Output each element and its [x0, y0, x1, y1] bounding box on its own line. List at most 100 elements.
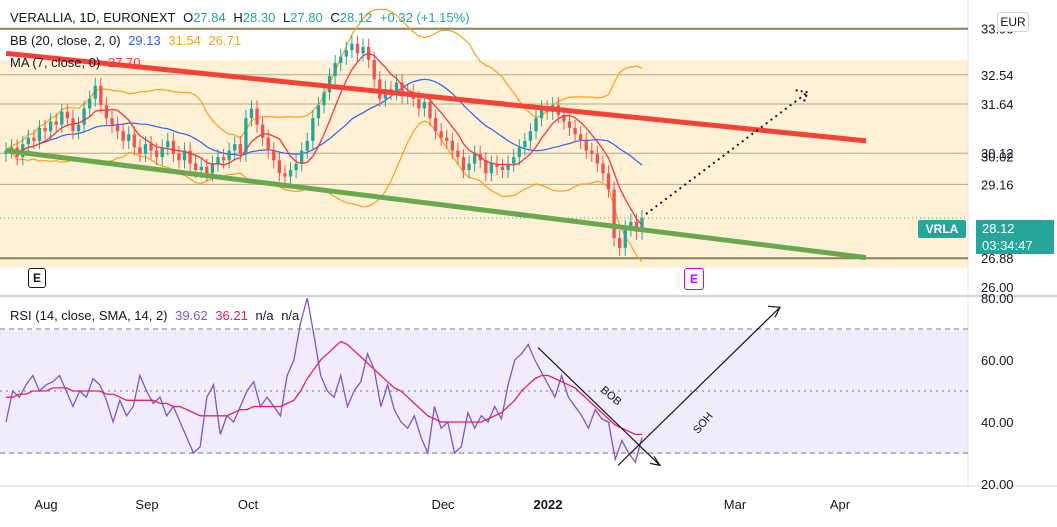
earnings-marker-upcoming[interactable]: E: [684, 268, 704, 290]
candle-body[interactable]: [166, 140, 170, 148]
candle-body[interactable]: [467, 163, 471, 171]
candle-body[interactable]: [311, 118, 315, 141]
candle-body[interactable]: [60, 111, 64, 125]
candle-body[interactable]: [305, 140, 309, 151]
candle-body[interactable]: [500, 166, 505, 171]
candle-body[interactable]: [182, 150, 187, 161]
candle-body[interactable]: [255, 108, 259, 125]
candle-body[interactable]: [394, 82, 399, 93]
candle-body[interactable]: [266, 137, 270, 151]
candle-body[interactable]: [573, 127, 577, 135]
candle-body[interactable]: [188, 150, 192, 164]
candle-body[interactable]: [115, 124, 120, 132]
candle-body[interactable]: [88, 98, 92, 109]
candle-body[interactable]: [445, 137, 449, 141]
candle-body[interactable]: [143, 144, 148, 154]
candle-body[interactable]: [361, 46, 365, 54]
candle-body[interactable]: [400, 82, 404, 96]
candle-body[interactable]: [138, 147, 142, 154]
candle-body[interactable]: [322, 92, 326, 106]
candle-body[interactable]: [590, 150, 594, 154]
ticker-symbol-tag[interactable]: VRLA: [918, 220, 966, 238]
candle-body[interactable]: [194, 163, 198, 171]
candle-body[interactable]: [249, 108, 254, 119]
candle-body[interactable]: [272, 150, 276, 161]
candle-body[interactable]: [523, 140, 527, 148]
candle-body[interactable]: [433, 118, 438, 132]
candle-body[interactable]: [32, 137, 36, 141]
rsi-ma-line[interactable]: [6, 340, 642, 436]
candle-body[interactable]: [333, 63, 337, 77]
candle-body[interactable]: [344, 50, 348, 57]
candle-body[interactable]: [121, 131, 125, 141]
candle-body[interactable]: [629, 221, 633, 229]
currency-button[interactable]: EUR: [997, 12, 1029, 32]
candle-body[interactable]: [439, 131, 443, 138]
candle-body[interactable]: [110, 118, 114, 125]
candle-body[interactable]: [177, 153, 181, 161]
candle-body[interactable]: [339, 56, 343, 64]
rsi-legend[interactable]: RSI (14, close, SMA, 14, 2) 39.62 36.21 …: [10, 308, 303, 323]
earnings-marker-past[interactable]: E: [28, 268, 46, 288]
candle-body[interactable]: [71, 118, 75, 132]
rsi-line[interactable]: [5, 297, 643, 464]
candle-body[interactable]: [316, 105, 321, 119]
candle-body[interactable]: [567, 121, 572, 128]
candle-body[interactable]: [528, 131, 533, 141]
candle-body[interactable]: [227, 150, 231, 161]
candle-body[interactable]: [65, 111, 70, 119]
candle-body[interactable]: [355, 43, 360, 54]
candle-body[interactable]: [132, 134, 136, 148]
candle-body[interactable]: [283, 173, 287, 177]
candle-body[interactable]: [82, 108, 86, 125]
ma-line[interactable]: [5, 52, 643, 226]
candle-body[interactable]: [43, 127, 47, 132]
candle-body[interactable]: [450, 140, 454, 151]
candle-body[interactable]: [618, 238, 622, 248]
candle-body[interactable]: [534, 118, 538, 132]
candle-body[interactable]: [461, 157, 466, 171]
candle-body[interactable]: [562, 114, 566, 122]
support-trendline[interactable]: [5, 148, 867, 261]
candle-body[interactable]: [612, 189, 616, 239]
candle-body[interactable]: [489, 163, 494, 174]
candle-body[interactable]: [199, 166, 203, 171]
candle-body[interactable]: [584, 140, 588, 151]
resistance-trendline[interactable]: [5, 50, 867, 144]
candle-body[interactable]: [277, 160, 282, 174]
candle-body[interactable]: [233, 144, 237, 151]
candle-body[interactable]: [456, 150, 460, 158]
candle-body[interactable]: [221, 157, 226, 161]
candle-body[interactable]: [160, 147, 164, 158]
candle-body[interactable]: [623, 228, 627, 248]
projection-arrow[interactable]: [645, 91, 809, 215]
candle-body[interactable]: [595, 153, 600, 164]
candle-body[interactable]: [472, 153, 477, 164]
symbol-legend[interactable]: VERALLIA, 1D, EURONEXT O27.84 H28.30 L27…: [10, 10, 474, 25]
rsi-soh-arrow-line[interactable]: [617, 306, 781, 466]
candle-body[interactable]: [54, 121, 58, 125]
candle-body[interactable]: [171, 140, 176, 154]
candle-body[interactable]: [578, 134, 583, 141]
candle-body[interactable]: [288, 170, 293, 177]
candle-body[interactable]: [216, 157, 220, 164]
candle-body[interactable]: [210, 163, 215, 174]
candle-body[interactable]: [149, 144, 153, 151]
candle-body[interactable]: [99, 85, 103, 106]
candle-body[interactable]: [244, 118, 248, 154]
candle-body[interactable]: [154, 150, 159, 158]
candle-body[interactable]: [506, 163, 510, 171]
candle-body[interactable]: [417, 98, 421, 109]
candle-body[interactable]: [300, 150, 304, 164]
candle-body[interactable]: [127, 134, 131, 141]
ma-legend[interactable]: MA (7, close, 0) 27.70: [10, 55, 144, 70]
candle-body[interactable]: [512, 157, 516, 164]
candle-body[interactable]: [372, 59, 376, 80]
candle-body[interactable]: [539, 108, 544, 119]
candle-body[interactable]: [205, 166, 209, 174]
bb-legend[interactable]: BB (20, close, 2, 0) 29.13 31.54 26.71: [10, 33, 245, 48]
candle-body[interactable]: [37, 127, 42, 141]
candle-body[interactable]: [104, 105, 109, 119]
candle-body[interactable]: [260, 124, 265, 138]
